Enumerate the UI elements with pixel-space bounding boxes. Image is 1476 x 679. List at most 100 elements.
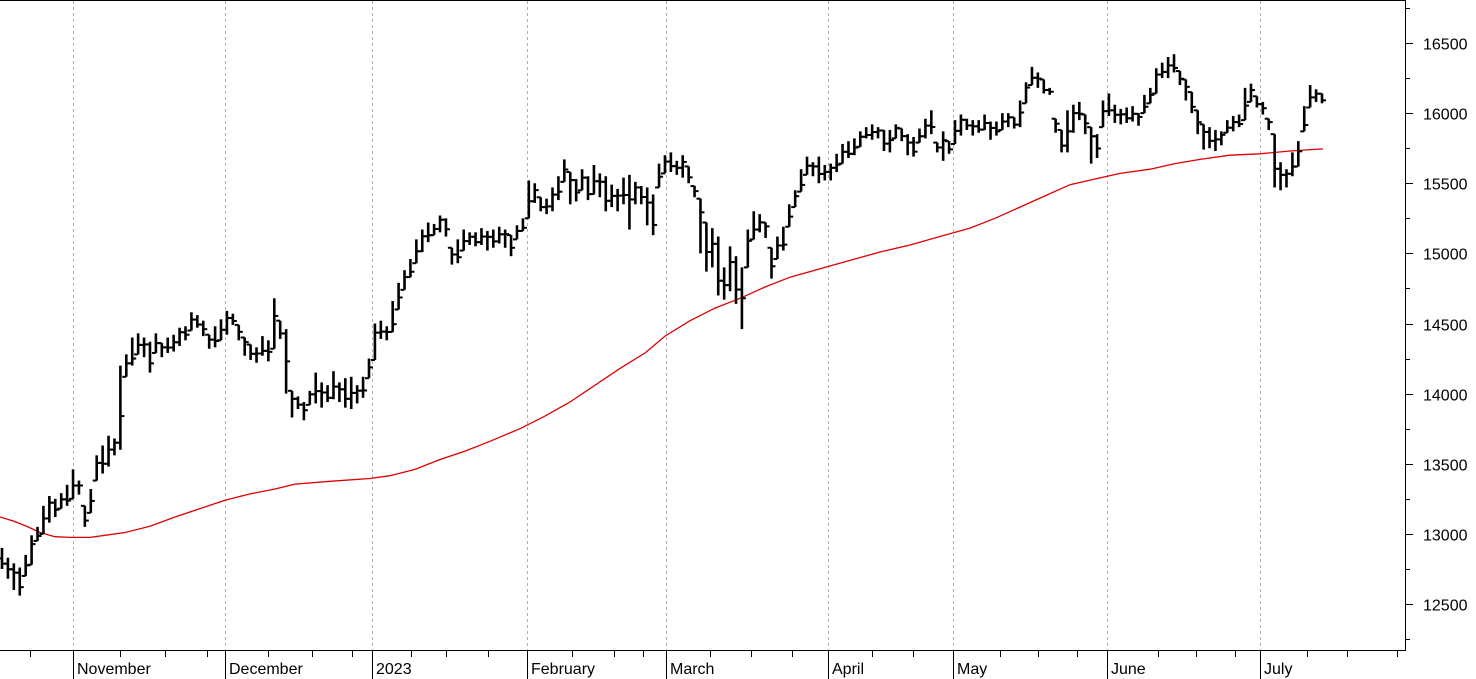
ohlc-bar [986, 121, 995, 140]
ohlc-bar [1104, 93, 1113, 116]
ohlc-bar [163, 337, 172, 353]
ohlc-bar [879, 129, 888, 151]
ohlc-bar [459, 229, 468, 252]
ohlc-bar [376, 320, 385, 339]
ohlc-bar [956, 114, 965, 136]
ohlc-bar [554, 176, 563, 201]
plot-frame [0, 0, 1406, 651]
ohlc-bar [240, 336, 249, 356]
ohlc-bar [637, 186, 646, 205]
ohlc-bar [364, 358, 373, 380]
ohlc-bar [1270, 133, 1279, 188]
ohlc-bar [927, 110, 936, 135]
ohlc-bar [885, 129, 894, 153]
ohlc-bar [1175, 70, 1184, 86]
ohlc-bar [1081, 113, 1090, 135]
ohlc-bar [0, 547, 6, 569]
ohlc-bar [945, 140, 954, 154]
ohlc-bar [1093, 134, 1102, 159]
ohlc-bar [406, 258, 415, 279]
ohlc-bar [572, 179, 581, 202]
ohlc-bar [666, 152, 675, 173]
ohlc-bar [589, 165, 598, 196]
ohlc-bar [856, 131, 865, 148]
ohlc-bar [560, 159, 569, 183]
ohlc-bar [418, 229, 427, 253]
ohlc-bar [39, 505, 48, 535]
ohlc-bar [737, 267, 746, 330]
ohlc-bar [299, 402, 308, 421]
ohlc-bar [1282, 169, 1291, 188]
moving-average-layer [0, 148, 1324, 539]
ohlc-bar [181, 326, 190, 341]
y-tick-label-8: 16500 [1423, 37, 1468, 54]
ohlc-bar [524, 180, 533, 220]
ohlc-bar [785, 204, 794, 228]
ohlc-bar [1051, 117, 1060, 133]
ohlc-bar [453, 239, 462, 264]
ohlc-bar [743, 229, 752, 269]
ohlc-bar [222, 310, 231, 335]
ohlc-bar [293, 396, 302, 410]
ohlc-bar [548, 187, 557, 212]
ohlc-bar [1170, 54, 1179, 73]
x-tick-label-7: June [1111, 661, 1146, 678]
ohlc-bar [625, 174, 634, 230]
ohlc-bar [116, 365, 125, 450]
moving-average-line [0, 148, 1324, 539]
ohlc-bar [1199, 123, 1208, 150]
ohlc-bar [1027, 66, 1036, 87]
ohlc-bar [388, 301, 397, 333]
ohlc-bar [424, 222, 433, 243]
ohlc-bar [951, 120, 960, 145]
ohlc-bar [619, 177, 628, 205]
ohlc-bar [1264, 117, 1273, 130]
ohlc-bar [1146, 87, 1155, 105]
ohlc-bar [359, 376, 368, 398]
ohlc-bar [329, 371, 338, 400]
ohlc-bar [483, 230, 492, 251]
ohlc-bar [3, 557, 12, 579]
ohlc-bar [643, 187, 652, 226]
ohlc-bar [1116, 108, 1125, 125]
y-tick-label-1: 13000 [1423, 528, 1468, 545]
ohlc-bar [761, 221, 770, 238]
ohlc-bar [1229, 115, 1238, 132]
ohlc-bar [187, 312, 196, 332]
ohlc-bar [968, 120, 977, 136]
ohlc-bar [157, 342, 166, 358]
ohlc-bar [128, 337, 137, 366]
ohlc-bar [1252, 95, 1261, 108]
ohlc-bar [33, 526, 42, 542]
ohlc-bar [584, 176, 593, 201]
ohlc-bar [211, 326, 220, 348]
ohlc-bar [199, 320, 208, 337]
ohlc-bar [891, 124, 900, 140]
ohlc-bar [566, 171, 575, 205]
ohlc-bar [844, 141, 853, 159]
ohlc-bar [264, 340, 273, 362]
ohlc-bar [394, 282, 403, 311]
ohlc-bar [720, 267, 729, 300]
ohlc-bar [767, 246, 776, 279]
ohlc-bar [1004, 113, 1013, 128]
ohlc-bar [1022, 82, 1031, 105]
ohlc-bar [92, 455, 101, 482]
ohlc-bar [193, 315, 202, 328]
ohlc-bar [1122, 107, 1131, 123]
ohlc-bar [613, 188, 622, 212]
ohlc-bar [678, 155, 687, 178]
ohlc-bar [708, 228, 717, 268]
ohlc-bar [228, 313, 237, 325]
ohlc-bar [80, 504, 89, 527]
ohlc-bar [696, 197, 705, 254]
ohlc-bar [501, 229, 510, 248]
ohlc-bar [270, 298, 279, 350]
ohlc-bar [1158, 62, 1167, 79]
ohlc-bar [51, 498, 60, 518]
ohlc-bar [382, 326, 391, 341]
x-tick-label-2: 2023 [376, 661, 412, 678]
ohlc-bar [992, 121, 1001, 136]
ohlc-bar [578, 169, 587, 192]
